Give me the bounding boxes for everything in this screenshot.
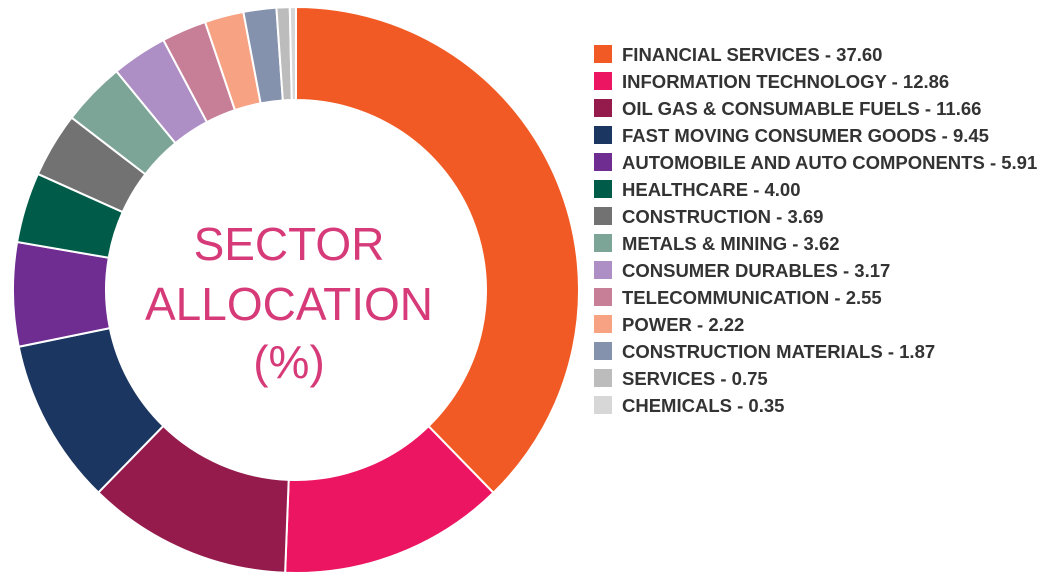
legend-item: TELECOMMUNICATION - 2.55 [594,284,1046,311]
chart-title-line-3: (%) [253,336,325,388]
legend-item: FAST MOVING CONSUMER GOODS - 9.45 [594,122,1046,149]
legend-item: AUTOMOBILE AND AUTO COMPONENTS - 5.91 [594,149,1046,176]
slice-automobile-and-auto-components [12,240,112,348]
legend-label: INFORMATION TECHNOLOGY - 12.86 [622,71,950,92]
legend-label: POWER - 2.22 [622,314,745,335]
chart-title-line-2: ALLOCATION [145,278,433,330]
legend-label: FAST MOVING CONSUMER GOODS - 9.45 [622,125,989,146]
legend-label: CHEMICALS - 0.35 [622,395,785,416]
legend-label: AUTOMOBILE AND AUTO COMPONENTS - 5.91 [622,152,1038,173]
legend-item: OIL GAS & CONSUMABLE FUELS - 11.66 [594,95,1046,122]
legend-swatch [594,153,612,171]
legend-label: METALS & MINING - 3.62 [622,233,840,254]
chart-legend: FINANCIAL SERVICES - 37.60 INFORMATION TE… [594,41,1046,419]
legend-label: CONSUMER DURABLES - 3.17 [622,260,891,281]
legend-item: CONSTRUCTION - 3.69 [594,203,1046,230]
legend-item: SERVICES - 0.75 [594,365,1046,392]
legend-item: HEALTHCARE - 4.00 [594,176,1046,203]
legend-label: CONSTRUCTION MATERIALS - 1.87 [622,341,936,362]
legend-swatch [594,342,612,360]
donut-chart: SECTOR ALLOCATION (%) [12,5,580,574]
legend-item: CHEMICALS - 0.35 [594,392,1046,419]
legend-item: INFORMATION TECHNOLOGY - 12.86 [594,68,1046,95]
legend-label: SERVICES - 0.75 [622,368,768,389]
legend-item: FINANCIAL SERVICES - 37.60 [594,41,1046,68]
legend-swatch [594,45,612,63]
legend-label: HEALTHCARE - 4.00 [622,179,801,200]
slice-chemicals [288,5,297,102]
legend-swatch [594,207,612,225]
legend-swatch [594,396,612,414]
legend-swatch [594,126,612,144]
legend-swatch [594,315,612,333]
legend-swatch [594,288,612,306]
legend-label: OIL GAS & CONSUMABLE FUELS - 11.66 [622,98,982,119]
legend-swatch [594,369,612,387]
chart-title-line-1: SECTOR [194,218,385,270]
legend-label: FINANCIAL SERVICES - 37.60 [622,44,883,65]
legend-swatch [594,261,612,279]
legend-label: TELECOMMUNICATION - 2.55 [622,287,882,308]
legend-item: POWER - 2.22 [594,311,1046,338]
legend-swatch [594,180,612,198]
legend-swatch [594,99,612,117]
legend-swatch [594,234,612,252]
legend-item: METALS & MINING - 3.62 [594,230,1046,257]
legend-label: CONSTRUCTION - 3.69 [622,206,824,227]
legend-item: CONSUMER DURABLES - 3.17 [594,257,1046,284]
donut-slices [12,5,580,574]
legend-item: CONSTRUCTION MATERIALS - 1.87 [594,338,1046,365]
legend-swatch [594,72,612,90]
slice-financial-services [295,5,580,495]
